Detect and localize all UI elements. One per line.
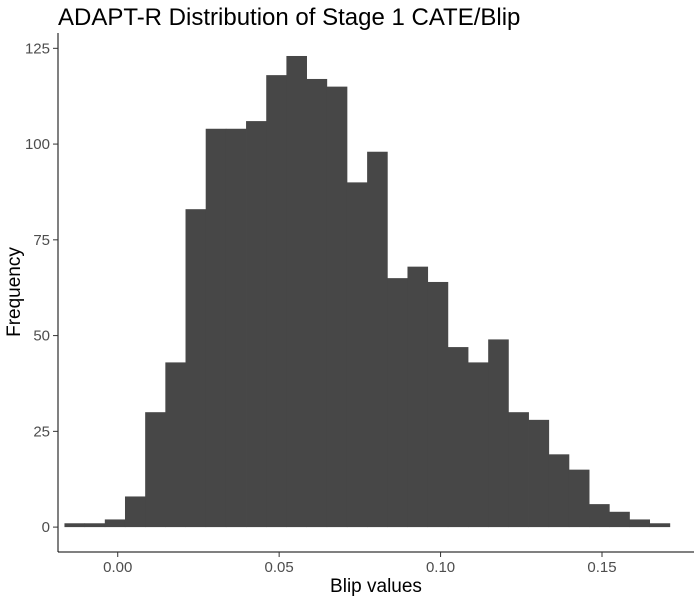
histogram-bar [447, 347, 469, 528]
histogram-bar [649, 523, 671, 528]
x-axis-ticks: 0.00 0.05 0.10 0.15 [103, 552, 617, 576]
histogram-bar [286, 55, 307, 528]
chart-title: ADAPT-R Distribution of Stage 1 CATE/Bli… [58, 4, 520, 31]
y-tick-label: 100 [25, 136, 50, 153]
histogram-bar [568, 469, 590, 528]
y-tick-label: 75 [33, 232, 50, 249]
histogram-bar [185, 209, 207, 528]
y-axis-ticks: 0 25 50 75 100 125 [25, 40, 58, 536]
histogram-bar [124, 496, 146, 528]
histogram-bar [246, 121, 267, 528]
histogram-bar [266, 75, 287, 528]
histogram-bar [488, 339, 509, 528]
histogram-bar [609, 511, 630, 528]
histogram-bar [205, 128, 227, 528]
y-tick-label: 0 [42, 519, 50, 536]
histogram-bar [165, 362, 186, 528]
y-tick-label: 50 [33, 328, 50, 345]
histogram-bars [64, 55, 671, 528]
y-axis-label: Frequency [4, 247, 25, 337]
histogram-bar [548, 454, 570, 528]
histogram-bar [326, 86, 348, 528]
histogram-bar [508, 412, 529, 528]
histogram-bar [346, 182, 368, 528]
y-tick-label: 125 [25, 40, 50, 57]
histogram-bar [104, 519, 126, 528]
histogram-bar [306, 78, 328, 528]
y-tick-label: 25 [33, 423, 50, 440]
histogram-bar [84, 523, 106, 528]
x-axis-label: Blip values [330, 576, 422, 597]
x-tick-label: 0.15 [587, 559, 616, 576]
x-tick-label: 0.00 [103, 559, 132, 576]
histogram-bar [64, 523, 86, 528]
histogram-bar [427, 281, 449, 528]
histogram-bar [225, 128, 247, 528]
histogram-bar [367, 151, 388, 528]
histogram-bar [528, 419, 550, 528]
histogram-bar [387, 278, 408, 528]
histogram-bar [589, 504, 610, 528]
histogram-bar [407, 266, 429, 528]
histogram-bar [629, 519, 651, 528]
x-tick-label: 0.05 [265, 559, 294, 576]
histogram-bar [145, 412, 166, 528]
histogram-bar [468, 362, 489, 528]
x-tick-label: 0.10 [426, 559, 455, 576]
